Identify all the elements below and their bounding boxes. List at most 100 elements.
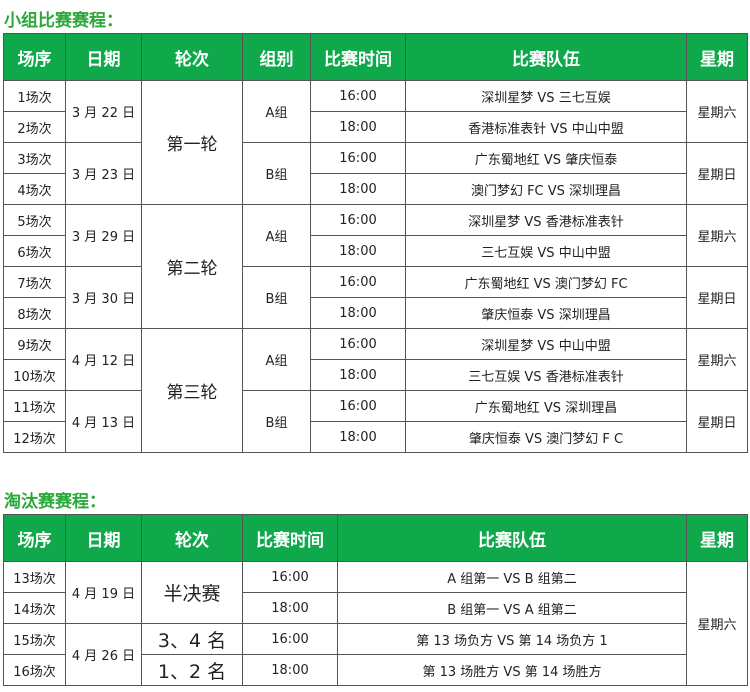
group-stage-title: 小组比赛赛程：	[4, 11, 123, 31]
match-date: 3 月 22 日	[65, 80, 142, 143]
group-label: A组	[242, 204, 311, 267]
column-header: 比赛时间	[310, 33, 406, 81]
match-teams: 第 13 场负方 VS 第 14 场负方 1	[337, 623, 687, 655]
match-number: 1场次	[3, 80, 66, 112]
group-label: B组	[242, 390, 311, 453]
match-teams: 广东蜀地红 VS 澳门梦幻 FC	[405, 266, 687, 298]
match-number: 10场次	[3, 359, 66, 391]
match-number: 13场次	[3, 561, 66, 593]
match-number: 11场次	[3, 390, 66, 422]
match-time: 18:00	[310, 297, 406, 329]
match-number: 9场次	[3, 328, 66, 360]
match-time: 18:00	[310, 111, 406, 143]
match-number: 14场次	[3, 592, 66, 624]
match-number: 3场次	[3, 142, 66, 174]
table-row: 14场次 18:00 B 组第一 VS A 组第二	[3, 592, 748, 624]
table-row: 9场次 4 月 12 日第三轮 A组 16:00 深圳星梦 VS 中山中盟 星期六	[3, 328, 748, 453]
match-date: 3 月 23 日	[65, 142, 142, 205]
weekday: 星期日	[686, 390, 748, 453]
group-label: A组	[242, 328, 311, 391]
round-label: 第三轮	[141, 328, 243, 453]
column-header: 场序	[3, 514, 66, 562]
match-number: 16场次	[3, 654, 66, 686]
match-teams: 肇庆恒泰 VS 深圳理昌	[405, 297, 687, 329]
weekday: 星期日	[686, 142, 748, 205]
match-teams: 澳门梦幻 FC VS 深圳理昌	[405, 173, 687, 205]
table-row: 1场次 3 月 22 日第一轮 A组 16:00 深圳星梦 VS 三七互娱 星期六	[3, 80, 748, 205]
table-row: 4场次 18:00 澳门梦幻 FC VS 深圳理昌	[3, 173, 748, 205]
match-number: 6场次	[3, 235, 66, 267]
match-number: 12场次	[3, 421, 66, 453]
match-teams: 广东蜀地红 VS 深圳理昌	[405, 390, 687, 422]
match-date: 4 月 19 日	[65, 561, 142, 624]
match-time: 18:00	[242, 654, 338, 686]
match-time: 18:00	[310, 173, 406, 205]
group-label: A组	[242, 80, 311, 143]
column-header: 日期	[65, 33, 142, 81]
match-teams: B 组第一 VS A 组第二	[337, 592, 687, 624]
match-time: 16:00	[242, 623, 338, 655]
round-label: 3、4 名	[141, 623, 243, 655]
table-row: 16场次 1、2 名 18:00 第 13 场胜方 VS 第 14 场胜方	[3, 654, 748, 686]
match-time: 16:00	[310, 80, 406, 112]
match-teams: 深圳星梦 VS 香港标准表针	[405, 204, 687, 236]
match-teams: 第 13 场胜方 VS 第 14 场胜方	[337, 654, 687, 686]
match-number: 7场次	[3, 266, 66, 298]
table-row: 5场次 3 月 29 日第二轮 A组 16:00 深圳星梦 VS 香港标准表针 星期六	[3, 204, 748, 329]
group-label: B组	[242, 266, 311, 329]
table-row: 3场次 3 月 23 日 B组 16:00 广东蜀地红 VS 肇庆恒泰 星期日	[3, 142, 748, 205]
match-time: 16:00	[310, 328, 406, 360]
table-row: 8场次 18:00 肇庆恒泰 VS 深圳理昌	[3, 297, 748, 329]
group-stage-table: 场序 日期 轮次 组别 比赛时间 比赛队伍 星期 1场次 3 月 22 日第一轮 A组 16:00 深…	[3, 33, 748, 453]
weekday: 星期六	[686, 204, 748, 267]
match-number: 4场次	[3, 173, 66, 205]
knockout-title: 淘汰赛赛程：	[4, 492, 106, 512]
match-number: 2场次	[3, 111, 66, 143]
round-label: 半决赛	[141, 561, 243, 624]
column-header: 星期	[686, 33, 748, 81]
table-row: 10场次 18:00 三七互娱 VS 香港标准表针	[3, 359, 748, 391]
match-date: 4 月 13 日	[65, 390, 142, 453]
table-row: 13场次 4 月 19 日半决赛 16:00 A 组第一 VS B 组第二 星期六	[3, 561, 748, 686]
column-header: 组别	[242, 33, 311, 81]
weekday: 星期日	[686, 266, 748, 329]
table-row: 6场次 18:00 三七互娱 VS 中山中盟	[3, 235, 748, 267]
column-header: 轮次	[141, 514, 243, 562]
match-teams: 广东蜀地红 VS 肇庆恒泰	[405, 142, 687, 174]
match-date: 4 月 12 日	[65, 328, 142, 391]
match-time: 16:00	[310, 204, 406, 236]
match-time: 18:00	[242, 592, 338, 624]
table-row: 12场次 18:00 肇庆恒泰 VS 澳门梦幻 F C	[3, 421, 748, 453]
match-teams: 深圳星梦 VS 三七互娱	[405, 80, 687, 112]
match-time: 16:00	[310, 390, 406, 422]
match-time: 18:00	[310, 235, 406, 267]
match-teams: 香港标准表针 VS 中山中盟	[405, 111, 687, 143]
group-label: B组	[242, 142, 311, 205]
match-date: 3 月 30 日	[65, 266, 142, 329]
weekday: 星期六	[686, 328, 748, 391]
match-date: 4 月 26 日	[65, 623, 142, 686]
table-row: 15场次 4 月 26 日 3、4 名 16:00 第 13 场负方 VS 第 14 场…	[3, 623, 748, 686]
column-header: 比赛时间	[242, 514, 338, 562]
round-label: 第二轮	[141, 204, 243, 329]
match-time: 16:00	[242, 561, 338, 593]
match-number: 15场次	[3, 623, 66, 655]
match-time: 16:00	[310, 142, 406, 174]
table-row: 7场次 3 月 30 日 B组 16:00 广东蜀地红 VS 澳门梦幻 FC 星期日	[3, 266, 748, 329]
match-date: 3 月 29 日	[65, 204, 142, 267]
match-teams: 三七互娱 VS 香港标准表针	[405, 359, 687, 391]
column-header: 场序	[3, 33, 66, 81]
match-number: 5场次	[3, 204, 66, 236]
table-row: 11场次 4 月 13 日 B组 16:00 广东蜀地红 VS 深圳理昌 星期日	[3, 390, 748, 453]
match-time: 18:00	[310, 359, 406, 391]
match-teams: A 组第一 VS B 组第二	[337, 561, 687, 593]
knockout-table: 场序 日期 轮次 比赛时间 比赛队伍 星期 13场次 4 月 19 日半决赛 16:00 A 组第…	[3, 514, 748, 686]
round-label: 第一轮	[141, 80, 243, 205]
weekday: 星期六	[686, 80, 748, 143]
match-teams: 肇庆恒泰 VS 澳门梦幻 F C	[405, 421, 687, 453]
column-header: 比赛队伍	[405, 33, 687, 81]
weekday: 星期六	[686, 561, 748, 686]
column-header: 轮次	[141, 33, 243, 81]
table-row: 2场次 18:00 香港标准表针 VS 中山中盟	[3, 111, 748, 143]
column-header: 星期	[686, 514, 748, 562]
